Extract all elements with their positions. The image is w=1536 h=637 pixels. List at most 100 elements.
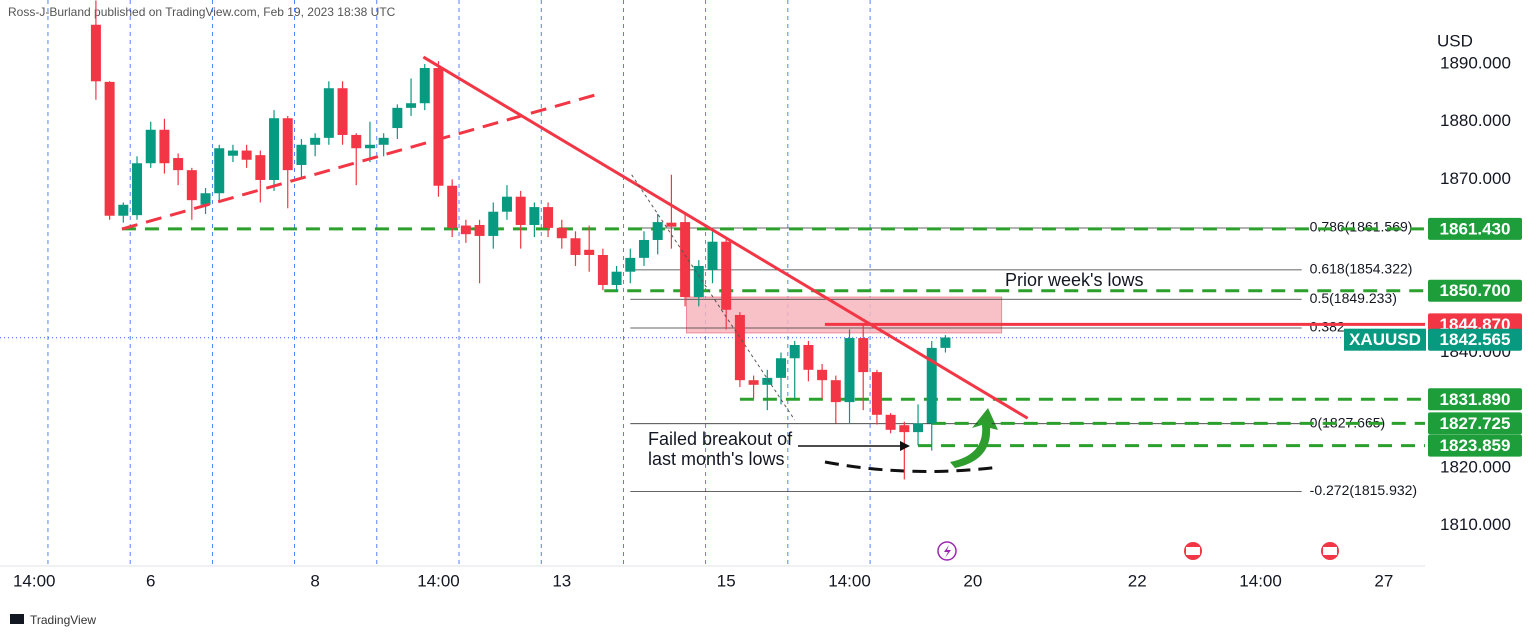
candle-body xyxy=(90,24,101,82)
candle-body xyxy=(803,344,814,370)
candle-body xyxy=(926,347,937,424)
candle-body xyxy=(488,211,499,236)
candle-body xyxy=(406,103,417,108)
candle-body xyxy=(351,134,362,149)
candle-body xyxy=(830,380,841,403)
annotations: Prior week's lows Failed breakout oflast … xyxy=(648,270,1143,469)
candle-body xyxy=(844,338,855,403)
candle-body xyxy=(638,239,649,258)
candle-body xyxy=(118,204,129,216)
candle-body xyxy=(186,170,197,201)
candle-body xyxy=(433,68,444,186)
x-tick-label: 14:00 xyxy=(417,571,460,590)
x-tick-label: 27 xyxy=(1374,571,1393,590)
candle-body xyxy=(776,358,787,378)
candle-body xyxy=(611,271,622,285)
zone-layer xyxy=(685,296,1003,334)
candle-body xyxy=(323,88,334,138)
candle-body xyxy=(378,137,389,145)
currency: USD xyxy=(1437,31,1473,50)
candle-body xyxy=(200,193,211,205)
candle-body xyxy=(337,88,348,135)
annotation: Failed breakout of xyxy=(648,429,793,449)
candle-body xyxy=(255,155,266,180)
trendline xyxy=(121,91,604,231)
x-tick-label: 13 xyxy=(552,571,571,590)
candle-body xyxy=(762,377,773,385)
header: Ross-J-Burland published on TradingView.… xyxy=(8,5,396,19)
x-tick-label: 14:00 xyxy=(1239,571,1282,590)
candle-body xyxy=(310,137,321,145)
candle-body xyxy=(707,241,718,270)
price-label-box xyxy=(1428,388,1522,411)
candle-body xyxy=(145,129,156,164)
candle-body xyxy=(447,185,458,228)
candle-body xyxy=(529,207,540,225)
x-tick-label: 14:00 xyxy=(828,571,871,590)
candle-body xyxy=(501,196,512,212)
symbol-box xyxy=(1344,328,1426,351)
price-label: 1861.430 xyxy=(1440,219,1511,238)
x-tick-label: 8 xyxy=(310,571,319,590)
footer: TradingView xyxy=(30,613,96,627)
candle-body xyxy=(858,338,869,373)
candle-body xyxy=(789,344,800,359)
candle-body xyxy=(817,369,828,381)
x-tick-label: 20 xyxy=(963,571,982,590)
price-label: 1831.890 xyxy=(1440,390,1511,409)
candle-body xyxy=(556,227,567,239)
candle-body xyxy=(543,207,554,228)
y-tick-label: 1820.000 xyxy=(1440,457,1511,476)
fib-label: 0.5(1849.233) xyxy=(1310,290,1397,306)
logo xyxy=(10,614,24,624)
candle-body xyxy=(721,241,732,310)
bounce-arrow xyxy=(950,408,998,468)
candle-body xyxy=(159,129,170,164)
trendlines xyxy=(121,55,1029,421)
candle-body xyxy=(460,225,471,235)
fib-label: 0.618(1854.322) xyxy=(1310,261,1413,277)
last-price-label: 1842.565 xyxy=(1440,330,1511,349)
annotation: Prior week's lows xyxy=(1005,270,1143,290)
candle-body xyxy=(940,337,951,348)
symbol-label: XAUUSD xyxy=(1349,330,1421,349)
x-tick-label: 15 xyxy=(717,571,736,590)
candle-body xyxy=(597,254,608,285)
zone xyxy=(685,296,1003,334)
candle-body xyxy=(680,222,691,298)
candle-body xyxy=(214,148,225,194)
price-label: 1823.859 xyxy=(1440,436,1511,455)
annotation: last month's lows xyxy=(648,449,785,469)
candle-body xyxy=(132,163,143,216)
events xyxy=(937,541,1339,561)
fib-label: 0.382 xyxy=(1310,319,1345,335)
y-tick-label: 1890.000 xyxy=(1440,53,1511,72)
price-label-box xyxy=(1428,434,1522,457)
candle-body xyxy=(419,68,430,104)
candle-body xyxy=(871,372,882,415)
candle-body xyxy=(584,249,595,255)
trendline xyxy=(422,55,1029,420)
candle-body xyxy=(666,222,677,227)
candle-body xyxy=(625,257,636,272)
candle-body xyxy=(282,118,293,171)
levels-layer xyxy=(0,227,1425,448)
y-tick-label: 1810.000 xyxy=(1440,515,1511,534)
y-tick-label: 1880.000 xyxy=(1440,111,1511,130)
x-tick-label: 14:00 xyxy=(13,571,56,590)
candle-body xyxy=(364,144,375,149)
candle-body xyxy=(899,425,910,433)
price-labels: 1861.4301850.7001844.8701831.8901827.725… xyxy=(1344,217,1522,457)
lows-curve xyxy=(824,460,1001,473)
candle-body xyxy=(913,423,924,433)
trendline xyxy=(631,174,796,421)
price-label-box xyxy=(1428,279,1522,302)
candles xyxy=(90,0,951,480)
candle-body xyxy=(693,265,704,298)
candle-body xyxy=(296,144,307,165)
arrow xyxy=(798,441,910,451)
x-tick-label: 6 xyxy=(146,571,155,590)
candle-body xyxy=(652,222,663,240)
